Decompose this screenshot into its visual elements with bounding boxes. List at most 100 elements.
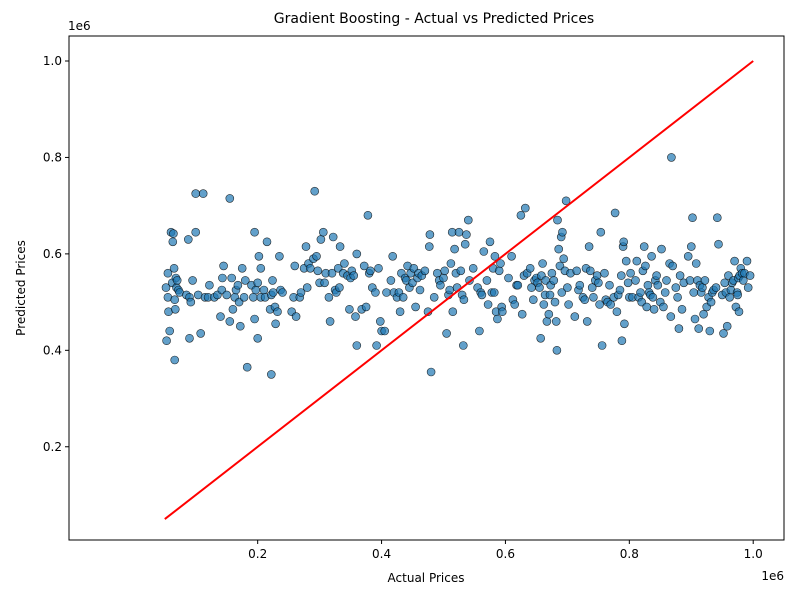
y-tick-label-3: 0.8 [43, 150, 62, 164]
data-point-240 [563, 283, 572, 292]
data-point-204 [516, 211, 526, 220]
data-point-224 [545, 290, 555, 300]
data-point-264 [605, 280, 614, 290]
data-point-253 [587, 283, 597, 292]
data-point-201 [510, 300, 520, 309]
data-point-191 [490, 251, 500, 261]
data-point-52 [242, 362, 252, 372]
data-point-112 [349, 271, 359, 280]
data-point-331 [706, 297, 716, 307]
x-tick-label-4: 1.0 [744, 547, 763, 561]
data-point-307 [668, 261, 678, 271]
data-point-95 [320, 278, 329, 288]
data-point-327 [700, 276, 710, 285]
data-point-194 [494, 266, 504, 276]
data-point-68 [266, 370, 276, 379]
data-point-350 [733, 290, 743, 300]
data-point-26 [191, 227, 200, 237]
data-point-131 [388, 251, 398, 261]
data-point-1 [162, 336, 171, 346]
data-point-356 [738, 276, 748, 285]
data-point-293 [647, 251, 656, 261]
data-point-311 [675, 271, 685, 280]
data-point-113 [351, 312, 360, 321]
data-point-161 [442, 329, 451, 338]
data-point-150 [420, 266, 430, 276]
data-points [161, 153, 755, 379]
data-point-314 [683, 251, 693, 261]
data-point-107 [340, 259, 349, 268]
data-point-211 [528, 295, 538, 305]
data-point-218 [538, 259, 547, 268]
data-point-125 [374, 263, 383, 273]
x-axis-label: Actual Prices [388, 571, 465, 585]
data-point-315 [685, 276, 695, 285]
x-axis-ticks: 0.2 0.4 0.6 0.8 1.0 [248, 540, 763, 561]
data-point-338 [719, 329, 728, 338]
data-point-184 [479, 247, 489, 256]
data-point-117 [359, 261, 369, 271]
data-point-115 [352, 249, 362, 259]
data-point-8 [168, 237, 178, 247]
data-point-158 [436, 280, 445, 290]
data-point-185 [482, 276, 492, 285]
data-point-319 [690, 314, 700, 324]
data-point-98 [325, 317, 335, 326]
data-point-130 [386, 276, 396, 285]
data-point-216 [536, 333, 546, 343]
data-point-360 [745, 271, 755, 280]
data-point-179 [468, 263, 478, 273]
data-point-163 [445, 285, 455, 295]
data-point-13 [171, 304, 180, 314]
data-point-41 [225, 194, 235, 203]
data-point-288 [641, 261, 650, 271]
data-point-29 [198, 189, 208, 198]
data-point-232 [554, 244, 564, 254]
data-point-272 [617, 336, 627, 346]
data-point-309 [673, 292, 682, 302]
data-point-252 [585, 266, 595, 276]
data-point-114 [352, 341, 362, 350]
data-point-205 [517, 309, 527, 319]
data-point-24 [188, 276, 197, 285]
data-point-281 [631, 276, 640, 285]
data-point-265 [606, 300, 616, 309]
data-point-199 [507, 251, 516, 261]
data-point-60 [254, 251, 264, 261]
data-point-166 [448, 307, 458, 317]
data-point-49 [237, 263, 247, 273]
data-point-303 [662, 276, 671, 285]
data-point-326 [699, 309, 708, 319]
data-point-239 [561, 196, 571, 206]
data-point-261 [600, 268, 609, 278]
reference-line [164, 60, 754, 520]
data-point-260 [597, 341, 607, 350]
data-point-183 [477, 290, 487, 300]
data-point-193 [493, 314, 502, 324]
data-point-61 [256, 263, 266, 273]
data-point-128 [380, 326, 390, 336]
data-point-197 [497, 307, 507, 317]
data-point-284 [636, 288, 645, 297]
y-axis-ticks: 0.2 0.4 0.6 0.8 1.0 [43, 54, 69, 454]
data-point-126 [375, 317, 385, 326]
data-point-94 [318, 227, 328, 237]
data-point-316 [686, 242, 696, 251]
data-point-248 [580, 295, 590, 305]
data-point-154 [426, 367, 436, 377]
data-point-241 [564, 300, 573, 309]
data-point-11 [170, 295, 179, 305]
data-point-39 [222, 290, 231, 300]
data-point-91 [313, 266, 323, 276]
data-point-300 [657, 244, 666, 254]
data-point-155 [429, 292, 439, 302]
data-point-124 [372, 341, 381, 350]
data-point-176 [462, 230, 471, 239]
data-point-97 [324, 292, 334, 302]
data-point-282 [632, 256, 642, 266]
data-point-105 [335, 242, 345, 251]
y-axis-label: Predicted Prices [14, 240, 28, 336]
data-point-229 [551, 317, 561, 326]
data-point-23 [186, 297, 196, 307]
data-point-203 [513, 280, 523, 290]
